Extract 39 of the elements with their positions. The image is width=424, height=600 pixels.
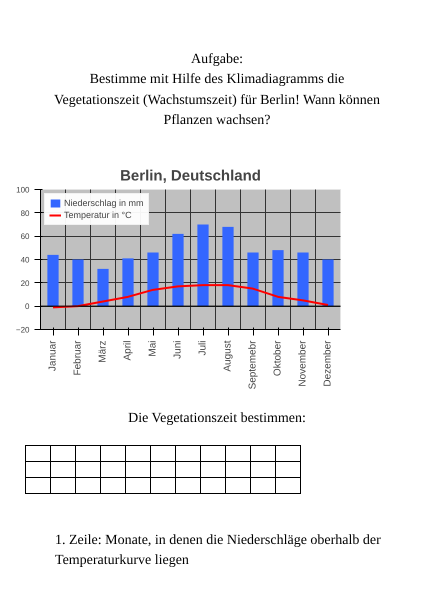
x-tick-label: August <box>222 340 234 372</box>
x-tick-label: Januar <box>48 340 58 372</box>
y-tick-label: 0 <box>25 302 30 312</box>
bar <box>222 226 234 306</box>
bar <box>47 254 59 306</box>
text: Bestimme mit Hilfe des Klimadiagramms die Vegetationszeit (Wachstumszeit) für Berlin! Wann können Pflanzen wachsen? <box>54 72 380 128</box>
x-tick-label: Septemebr <box>248 340 258 390</box>
x-tick-label: Dezember <box>322 340 334 387</box>
x-tick-label: Februar <box>72 340 84 376</box>
y-tick-label: 60 <box>20 232 30 242</box>
x-tick-label: Juni <box>172 340 184 359</box>
bar <box>147 252 159 306</box>
y-tick-label: 100 <box>16 186 30 194</box>
legend-label: Niederschlag in mm <box>64 198 144 208</box>
legend-label: Temperatur in °C <box>64 210 132 220</box>
x-tick-label: April <box>122 340 134 361</box>
bar <box>172 234 184 306</box>
y-tick-label: 20 <box>20 278 30 288</box>
bar <box>247 252 259 306</box>
bar <box>197 224 209 306</box>
x-tick-label: Oktober <box>272 340 284 376</box>
y-tick-label: 40 <box>20 256 30 264</box>
y-tick-label: −20 <box>16 326 30 334</box>
y-tick-label: 80 <box>20 208 30 218</box>
text: Aufgabe: <box>190 52 244 67</box>
text: Die Vegetationszeit bestimmen: <box>127 410 307 428</box>
bar <box>122 258 134 306</box>
x-tick-label: Mai <box>148 340 158 357</box>
bar <box>97 268 109 306</box>
text: 1. Zeile: Monate, in denen die Niederschläge oberhalb der Temperaturkurve liegen <box>55 532 382 570</box>
chart-title: Berlin, Deutschland <box>120 168 261 184</box>
bar <box>272 250 284 306</box>
bar <box>72 260 84 306</box>
x-tick-label: März <box>98 340 108 363</box>
x-tick-label: November <box>298 340 308 387</box>
bar <box>297 252 309 306</box>
x-tick-label: Juli <box>198 340 208 356</box>
line-series <box>52 284 329 308</box>
bar <box>322 260 334 306</box>
